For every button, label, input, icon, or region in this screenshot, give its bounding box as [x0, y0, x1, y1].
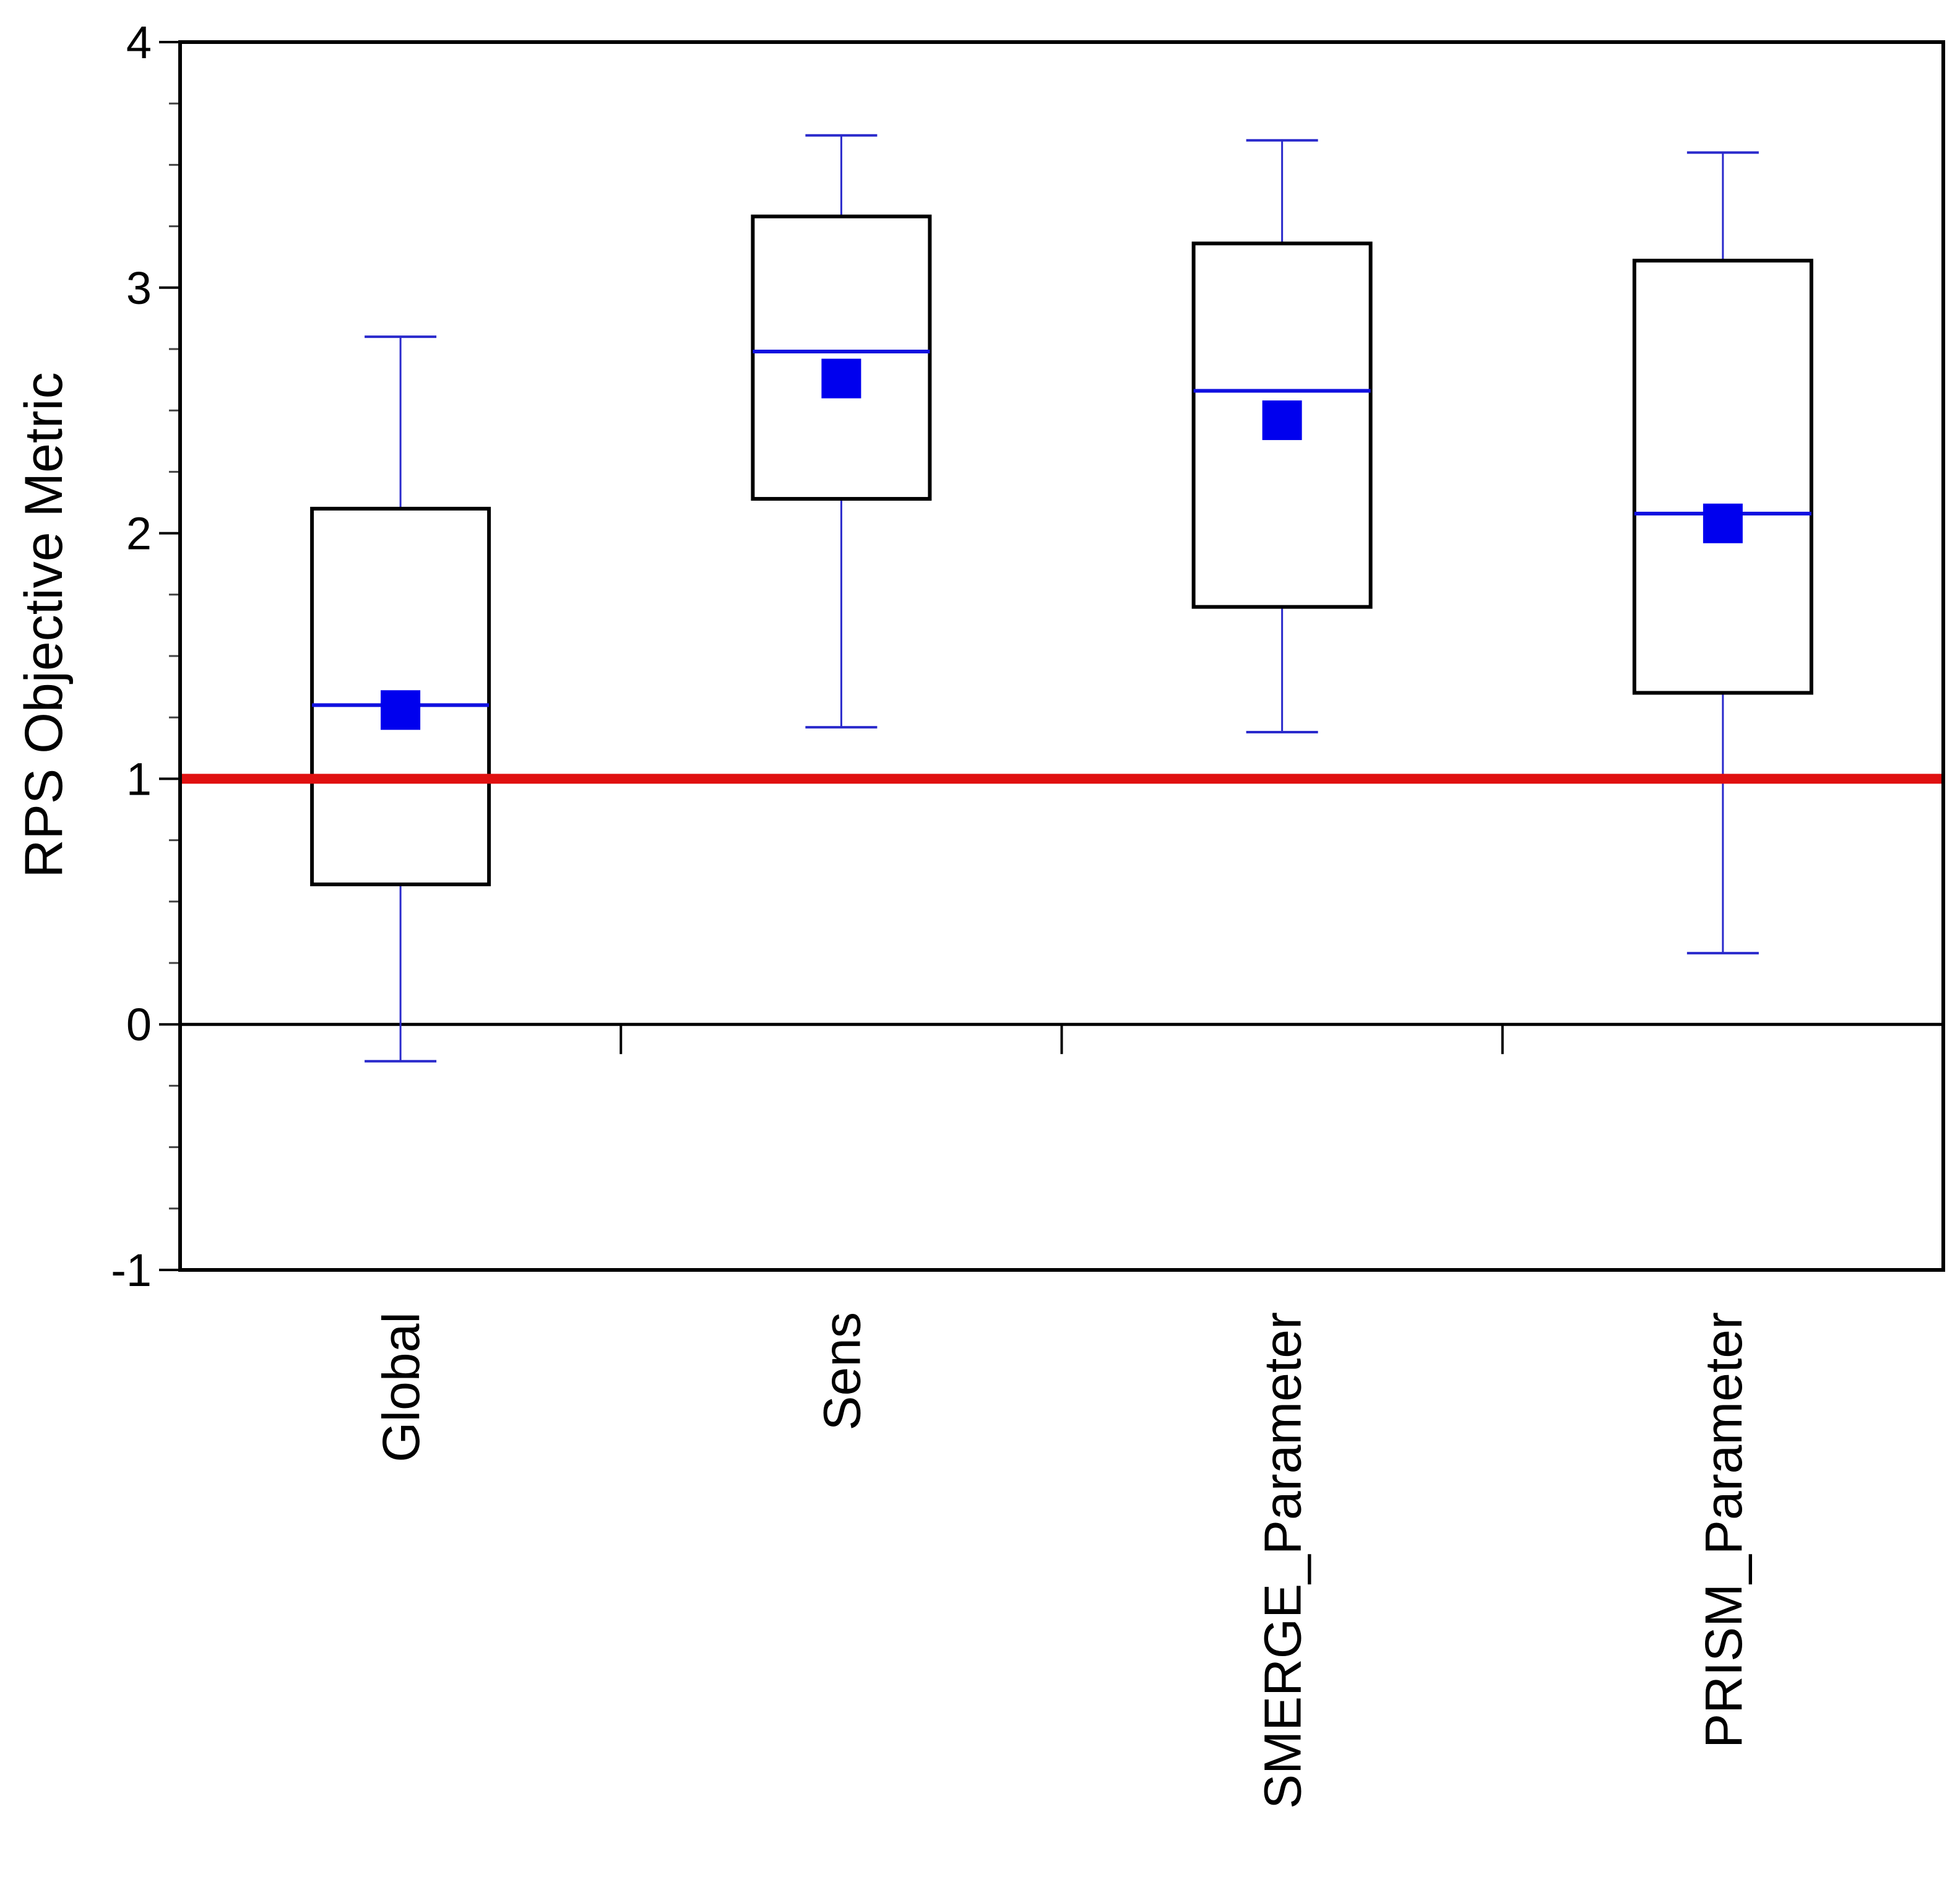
box-global	[310, 335, 491, 1063]
mean-marker	[1262, 400, 1302, 441]
y-axis-title: RPS Objective Metric	[14, 372, 74, 878]
iqr-box	[1191, 241, 1373, 609]
y-tick-label: 2	[126, 508, 152, 559]
x-category-label: SMERGE_Parameter	[1254, 1312, 1312, 1809]
mean-marker	[381, 690, 421, 730]
box-sens	[751, 134, 932, 729]
mean-marker	[1703, 503, 1743, 543]
iqr-box	[751, 214, 932, 501]
x-category-label: Global	[372, 1312, 430, 1462]
y-tick-label: 1	[126, 753, 152, 805]
y-tick-label: 0	[126, 999, 152, 1050]
iqr-box	[310, 506, 491, 887]
iqr-box	[1632, 259, 1813, 695]
labels-layer: -1 0 1 2 3 4 Global Sens SMERGE_Parameter PRISM_P…	[111, 17, 1753, 1809]
plot-area-frame	[178, 40, 1945, 1272]
x-category-label: Sens	[813, 1312, 871, 1430]
y-tick-label: -1	[111, 1245, 152, 1296]
y-tick-label: 4	[126, 17, 152, 68]
x-category-label: PRISM_Parameter	[1694, 1312, 1753, 1748]
axes-layer	[159, 41, 1943, 1271]
y-tick-label: 3	[126, 262, 152, 314]
series-layer	[310, 134, 1813, 1063]
mean-marker	[821, 358, 861, 399]
box-prism-parameter	[1632, 151, 1813, 955]
box-smerge-parameter	[1191, 139, 1373, 734]
